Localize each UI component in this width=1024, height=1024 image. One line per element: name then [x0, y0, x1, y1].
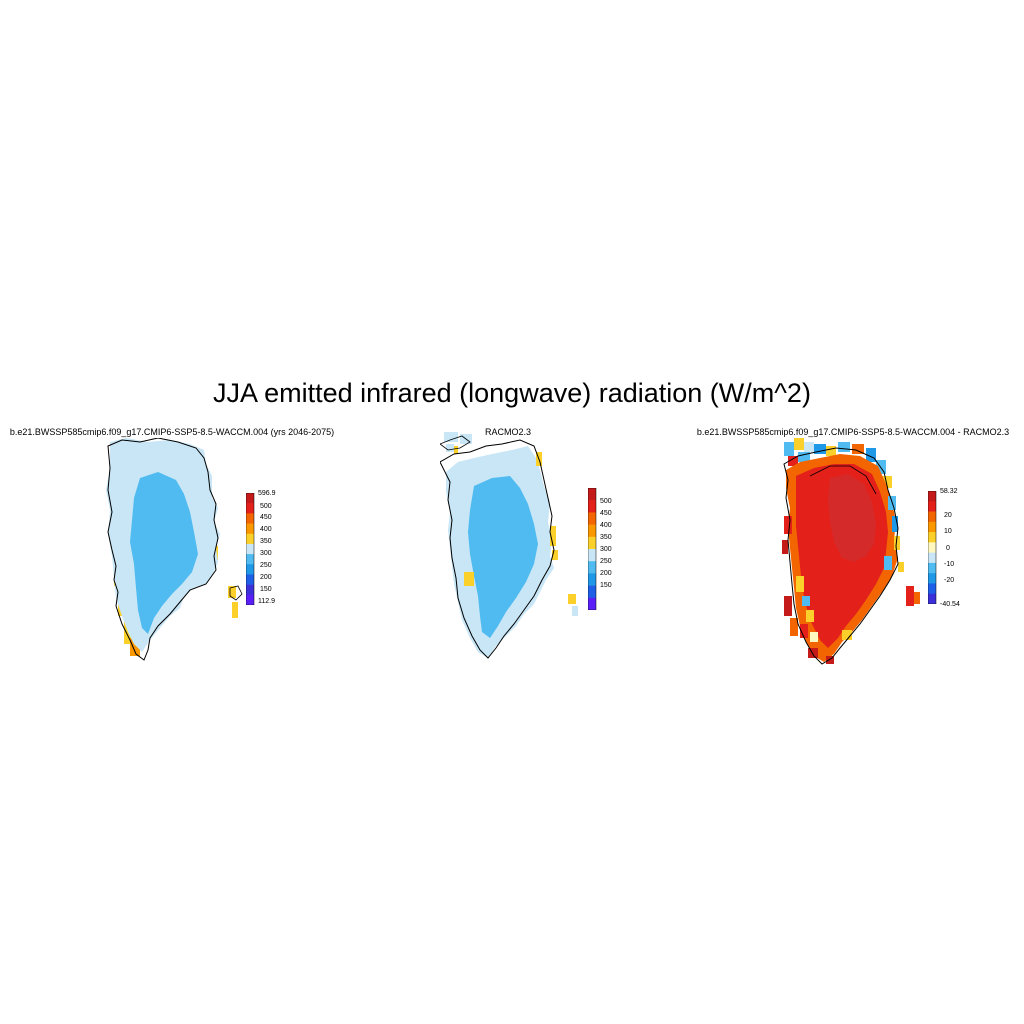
colorbar-segment	[928, 491, 936, 502]
panel-2-map	[440, 432, 578, 659]
cbar2-label: 250	[600, 558, 612, 565]
coast-cell	[228, 586, 236, 598]
coastline	[440, 439, 555, 659]
cbar1-label: 596.9	[258, 490, 276, 497]
coastline-island	[229, 585, 243, 601]
colorbar-segment	[246, 533, 254, 545]
colorbar-frame	[246, 493, 255, 605]
colorbar-segment	[246, 543, 254, 555]
cbar2-label: 450	[600, 510, 612, 517]
cbar1-label: 250	[260, 562, 272, 569]
colorbar-segment	[588, 524, 596, 538]
colorbar-segment	[246, 554, 254, 565]
cbar2-label: 200	[600, 570, 612, 577]
colorbar-segment	[588, 512, 596, 525]
cbar1-label: 450	[260, 514, 272, 521]
colorbar-frame	[928, 491, 937, 604]
colorbar-segment	[928, 583, 936, 595]
diff-core	[828, 474, 876, 562]
panel-3-colorbar	[928, 491, 937, 604]
colorbar-segment	[928, 521, 936, 533]
colorbar-segment	[588, 585, 596, 599]
cbar2-label: 500	[600, 498, 612, 505]
colorbar-segment	[246, 564, 254, 575]
cbar2-label: 300	[600, 546, 612, 553]
coastline-north	[440, 435, 471, 451]
cbar3-label: -40.54	[940, 601, 960, 608]
figure-title: JJA emitted infrared (longwave) radiatio…	[213, 378, 811, 408]
cbar2-label: 150	[600, 582, 612, 589]
cbar1-label: 200	[260, 574, 272, 581]
cbar1-label: 500	[260, 503, 272, 510]
cbar1-label: 400	[260, 526, 272, 533]
cbar1-label: 300	[260, 550, 272, 557]
colorbar-segment	[588, 549, 596, 562]
cbar3-label: 0	[946, 545, 950, 552]
colorbar-segment	[588, 488, 596, 501]
ice-interior	[468, 476, 538, 638]
colorbar-segment	[246, 523, 254, 535]
colorbar-segment	[928, 542, 936, 553]
colorbar-segment	[246, 584, 254, 596]
panel-1-colorbar	[246, 493, 255, 605]
colorbar-segment	[588, 561, 596, 574]
cbar1-label: 112.9	[258, 598, 275, 605]
cbar2-label: 350	[600, 534, 612, 541]
cbar1-label: 350	[260, 538, 272, 545]
colorbar-segment	[928, 552, 936, 564]
cbar2-label: 400	[600, 522, 612, 529]
colorbar-segment	[246, 594, 254, 605]
panel-1-map	[106, 438, 243, 661]
panel-3-title: b.e21.BWSSP585cmip6.f09_g17.CMIP6-SSP5-8…	[696, 427, 1010, 437]
colorbar-segment	[928, 511, 936, 523]
panel-3-map	[782, 438, 920, 665]
cbar3-label: 20	[944, 512, 952, 519]
coastline	[107, 438, 219, 661]
colorbar-frame	[588, 488, 597, 610]
coastline-inner	[809, 465, 877, 495]
colorbar-segment	[928, 532, 936, 543]
colorbar-segment	[928, 562, 936, 574]
cbar3-label: -10	[944, 561, 955, 568]
colorbar-segment	[246, 574, 254, 585]
colorbar-segment	[928, 593, 936, 604]
colorbar-segment	[588, 573, 596, 586]
colorbar-segment	[588, 500, 596, 513]
ice-interior	[130, 472, 198, 634]
coastline	[783, 447, 899, 665]
cbar3-label: -20	[944, 577, 955, 584]
colorbar-segment	[588, 597, 596, 610]
colorbar-segment	[246, 513, 254, 524]
colorbar-segment	[246, 493, 254, 504]
panel-1-title: b.e21.BWSSP585cmip6.f09_g17.CMIP6-SSP5-8…	[9, 427, 335, 437]
colorbar-segment	[928, 573, 936, 584]
cbar3-label: 10	[944, 528, 952, 535]
north-edge-cells	[784, 438, 892, 488]
colorbar-segment	[928, 501, 936, 512]
coast-cell	[130, 638, 140, 656]
colorbar-segment	[246, 503, 254, 514]
cbar3-label: 58.32	[940, 488, 958, 495]
coast-cell	[232, 602, 238, 618]
panel-2-colorbar	[588, 488, 597, 610]
cbar1-label: 150	[260, 586, 272, 593]
colorbar-segment	[588, 536, 596, 550]
panel-2-title: RACMO2.3	[484, 427, 531, 437]
